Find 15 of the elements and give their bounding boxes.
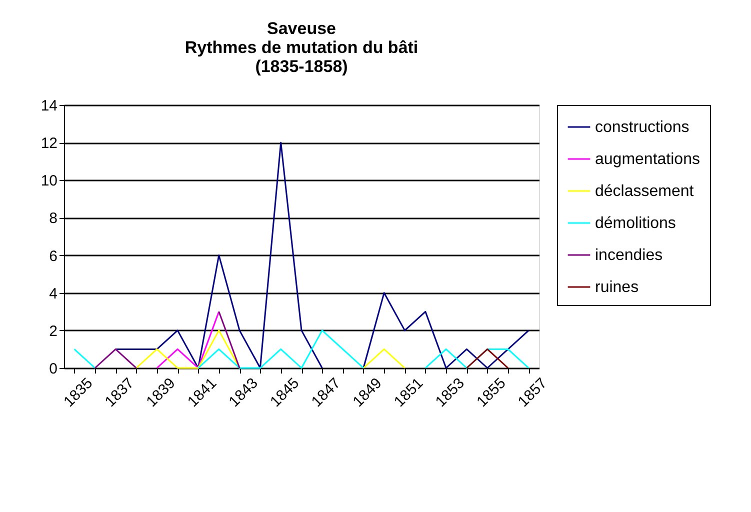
- legend-label: ruines: [595, 279, 639, 296]
- y-tick-label: 12: [40, 135, 58, 152]
- chart-title: Saveuse Rythmes de mutation du bâti (1835-1858): [184, 19, 418, 76]
- legend-label: démolitions: [595, 215, 676, 232]
- y-tick-label: 2: [49, 322, 58, 340]
- y-tick-label: 14: [40, 98, 58, 114]
- y-tick-label: 4: [49, 285, 58, 302]
- y-tick-label: 10: [40, 172, 58, 190]
- legend-label: incendies: [595, 247, 663, 264]
- legend-label: déclassement: [595, 183, 694, 200]
- y-tick-label: 0: [49, 360, 58, 378]
- y-tick-label: 6: [49, 248, 58, 265]
- legend-label: constructions: [595, 119, 690, 136]
- y-tick-label: 8: [49, 210, 58, 228]
- legend-label: augmentations: [595, 151, 700, 168]
